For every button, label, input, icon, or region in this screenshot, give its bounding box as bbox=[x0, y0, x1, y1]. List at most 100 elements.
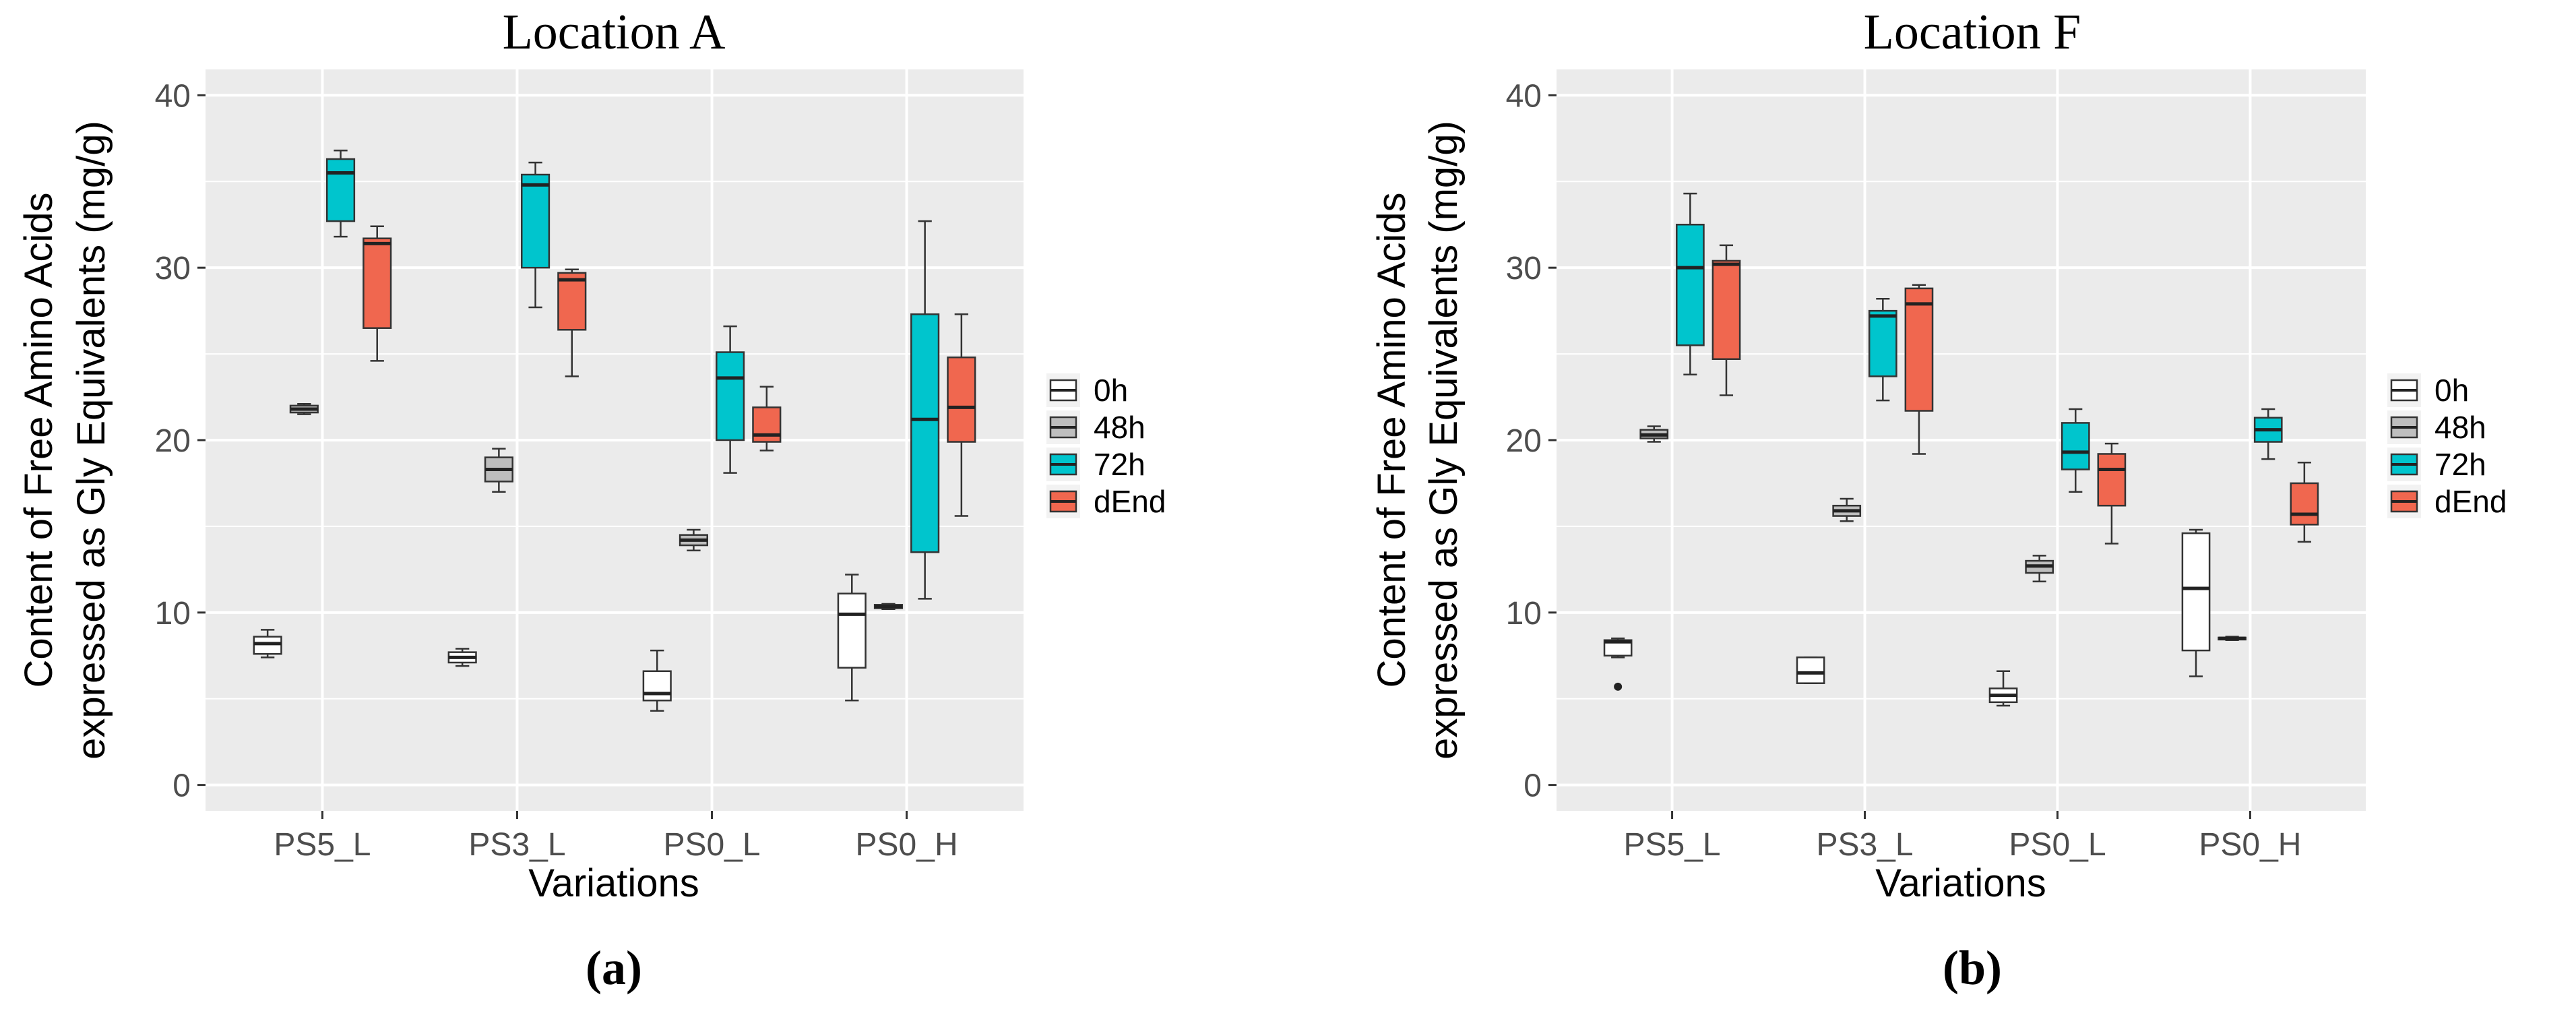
box-iqr bbox=[363, 237, 392, 329]
box-dEnd-PS0_L bbox=[2097, 442, 2127, 545]
x-tick-label: PS3_L bbox=[1816, 827, 1913, 863]
box-iqr bbox=[716, 351, 745, 441]
box-48h-PS0_H bbox=[2218, 636, 2247, 641]
box-iqr bbox=[2290, 482, 2319, 526]
box-dEnd-PS0_H bbox=[947, 313, 976, 517]
box-0h-PS0_H bbox=[2181, 528, 2211, 677]
x-tick-label: PS0_H bbox=[856, 827, 958, 863]
box-iqr bbox=[325, 158, 356, 222]
box-72h-PS0_H bbox=[910, 220, 940, 600]
box-iqr bbox=[1796, 656, 1825, 684]
chart-panel-b: Location F 0 10 20 30 40 PS5_L PS3_L PS0_L PS0_… bbox=[1370, 5, 2507, 995]
y-tick-label: 20 bbox=[155, 423, 191, 459]
box-0h-PS5_L bbox=[253, 629, 282, 658]
y-axis-ticks: 0 10 20 30 40 bbox=[155, 78, 206, 804]
y-tick-label: 20 bbox=[1506, 423, 1542, 459]
legend-item-72h: 72h bbox=[2387, 447, 2486, 482]
box-iqr bbox=[1711, 259, 1741, 361]
y-axis-label-line1: Content of Free Amino Acids bbox=[17, 192, 61, 687]
box-iqr bbox=[1676, 223, 1705, 346]
y-axis-label-line2: expressed as Gly Equivalents (mg/g) bbox=[69, 121, 113, 760]
box-dEnd-PS0_H bbox=[2290, 462, 2319, 543]
y-tick-label: 40 bbox=[155, 78, 191, 114]
legend-item-dEnd: dEnd bbox=[1046, 484, 1166, 519]
box-0h-PS0_L bbox=[1988, 670, 2018, 707]
chart-title: Location A bbox=[503, 5, 726, 60]
box-iqr bbox=[1904, 287, 1934, 412]
y-tick-label: 40 bbox=[1506, 78, 1542, 114]
y-tick-label: 0 bbox=[172, 768, 191, 804]
legend-item-0h: 0h bbox=[1046, 373, 1128, 408]
y-tick-label: 30 bbox=[155, 251, 191, 286]
panel-label: (b) bbox=[1943, 941, 2002, 995]
legend-item-0h: 0h bbox=[2387, 373, 2469, 408]
box-iqr bbox=[1603, 639, 1633, 657]
legend-label: 0h bbox=[1094, 373, 1128, 408]
box-48h-PS0_H bbox=[873, 603, 904, 610]
y-axis-ticks: 0 10 20 30 40 bbox=[1506, 78, 1557, 804]
x-axis-ticks: PS5_L PS3_L PS0_L PS0_H bbox=[274, 811, 958, 863]
box-72h-PS0_L bbox=[716, 325, 745, 474]
y-axis-label-line2: expressed as Gly Equivalents (mg/g) bbox=[1422, 121, 1466, 760]
outlier-point bbox=[1614, 682, 1623, 691]
x-tick-label: PS0_L bbox=[2009, 827, 2106, 863]
box-series-group bbox=[253, 149, 976, 712]
panel-label: (a) bbox=[586, 941, 642, 995]
box-48h-PS0_L bbox=[679, 528, 708, 551]
box-72h-PS3_L bbox=[1868, 297, 1897, 402]
box-48h-PS3_L bbox=[484, 448, 513, 493]
major-gridlines bbox=[206, 69, 1024, 811]
legend-label: 72h bbox=[1094, 447, 1145, 482]
legend-label: dEnd bbox=[1094, 484, 1166, 519]
chart-title: Location F bbox=[1864, 5, 2081, 60]
box-48h-PS0_L bbox=[2025, 555, 2054, 583]
legend-label: 48h bbox=[1094, 410, 1145, 445]
minor-gridlines bbox=[1557, 181, 2366, 700]
box-iqr bbox=[837, 592, 867, 669]
box-iqr bbox=[752, 406, 782, 443]
legend-label: dEnd bbox=[2434, 484, 2507, 519]
y-tick-label: 0 bbox=[1523, 768, 1542, 804]
box-iqr bbox=[2097, 453, 2127, 507]
y-axis-label-line1: Content of Free Amino Acids bbox=[1370, 192, 1414, 687]
x-tick-label: PS5_L bbox=[274, 827, 371, 863]
legend-item-48h: 48h bbox=[1046, 410, 1145, 445]
box-0h-PS0_H bbox=[837, 574, 867, 702]
legend-label: 72h bbox=[2434, 447, 2486, 482]
box-iqr bbox=[521, 173, 551, 269]
box-0h-PS0_L bbox=[642, 649, 672, 712]
box-dEnd-PS3_L bbox=[1904, 284, 1934, 455]
box-iqr bbox=[2061, 422, 2090, 470]
box-iqr bbox=[947, 356, 976, 443]
box-0h-PS3_L bbox=[1796, 656, 1825, 684]
x-axis-ticks: PS5_L PS3_L PS0_L PS0_H bbox=[1624, 811, 2301, 863]
x-tick-label: PS5_L bbox=[1624, 827, 1721, 863]
x-tick-label: PS3_L bbox=[468, 827, 565, 863]
x-axis-label: Variations bbox=[1875, 861, 2046, 905]
legend-item-48h: 48h bbox=[2387, 410, 2486, 445]
box-72h-PS0_H bbox=[2253, 408, 2283, 460]
y-tick-label: 10 bbox=[155, 596, 191, 632]
legend-label: 48h bbox=[2434, 410, 2486, 445]
x-tick-label: PS0_H bbox=[2199, 827, 2301, 863]
box-72h-PS5_L bbox=[1676, 192, 1705, 376]
box-72h-PS3_L bbox=[521, 161, 551, 309]
box-iqr bbox=[2181, 532, 2211, 652]
box-dEnd-PS5_L bbox=[1711, 244, 1741, 396]
legend-item-72h: 72h bbox=[1046, 447, 1145, 482]
box-dEnd-PS3_L bbox=[557, 268, 587, 377]
box-iqr bbox=[910, 313, 940, 553]
box-0h-PS3_L bbox=[447, 648, 477, 667]
legend-item-dEnd: dEnd bbox=[2387, 484, 2507, 519]
box-72h-PS0_L bbox=[2061, 408, 2090, 493]
x-axis-label: Variations bbox=[528, 861, 699, 905]
box-iqr bbox=[1868, 309, 1897, 377]
box-72h-PS5_L bbox=[325, 149, 356, 238]
y-tick-label: 30 bbox=[1506, 251, 1542, 286]
box-48h-PS5_L bbox=[1639, 425, 1669, 443]
box-series-group bbox=[1603, 192, 2319, 707]
box-iqr bbox=[253, 636, 282, 655]
